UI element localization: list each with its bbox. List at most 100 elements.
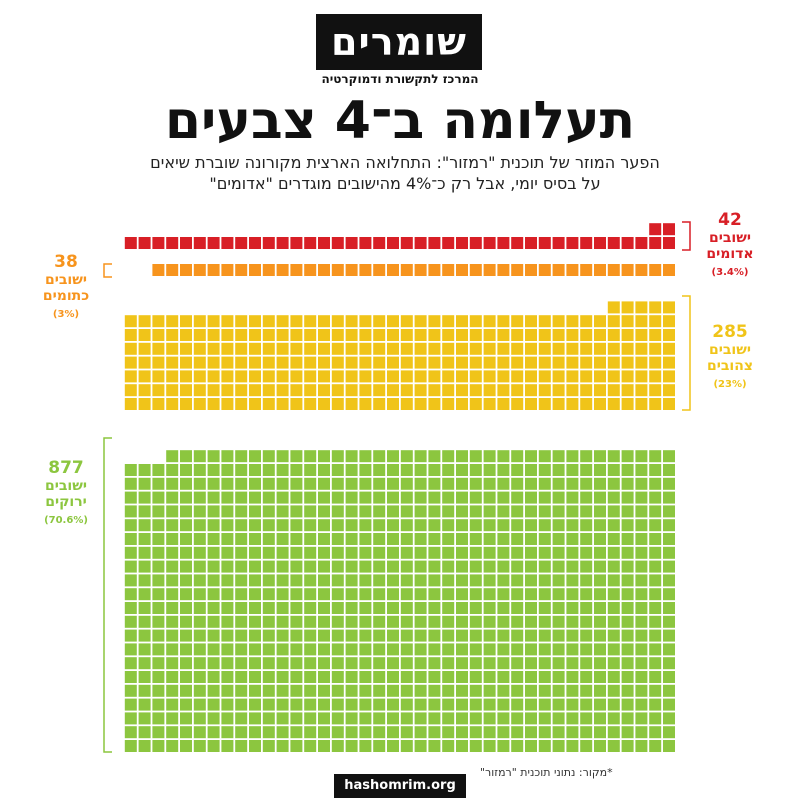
waffle-cell-green (594, 519, 606, 532)
waffle-cell-yellow (621, 356, 634, 369)
waffle-cell-green (525, 519, 537, 532)
waffle-cell-red (166, 237, 179, 249)
waffle-cell-green (345, 671, 358, 683)
waffle-cell-yellow (607, 384, 620, 397)
waffle-cell-yellow (387, 315, 399, 328)
waffle-cell-yellow (580, 370, 593, 383)
waffle-cell-green (331, 464, 344, 476)
waffle-cell-green (566, 629, 579, 642)
waffle-cell-green (663, 450, 675, 463)
waffle-cell-orange (235, 264, 248, 276)
waffle-cell-green (345, 450, 358, 463)
waffle-cell-green (180, 546, 192, 559)
waffle-cell-green (207, 533, 220, 545)
waffle-cell-green (400, 533, 413, 545)
footer-url[interactable]: hashomrim.org (334, 774, 466, 798)
waffle-cell-yellow (580, 398, 593, 410)
waffle-cell-green (193, 477, 206, 490)
waffle-cell-green (193, 505, 206, 518)
waffle-cell-yellow (152, 315, 165, 328)
waffle-cell-yellow (607, 398, 620, 410)
waffle-cell-green (566, 740, 579, 752)
waffle-cell-red (221, 237, 234, 249)
waffle-cell-green (124, 740, 137, 752)
waffle-cell-green (318, 712, 330, 725)
waffle-cell-green (359, 726, 372, 739)
waffle-cell-green (635, 574, 648, 587)
waffle-cell-yellow (262, 370, 275, 383)
waffle-cell-green (511, 491, 524, 504)
waffle-cell-green (552, 684, 565, 697)
waffle-cell-yellow (221, 356, 234, 369)
waffle-cell-green (525, 477, 537, 490)
waffle-cell-green (152, 643, 165, 656)
waffle-cell-green (124, 588, 137, 601)
waffle-cell-yellow (180, 315, 192, 328)
waffle-cell-green (249, 602, 261, 614)
waffle-cell-green (235, 698, 248, 711)
waffle-cell-green (511, 464, 524, 476)
waffle-cell-green (580, 615, 593, 628)
waffle-cell-green (290, 671, 303, 683)
waffle-cell-green (635, 519, 648, 532)
waffle-cell-green (387, 560, 399, 573)
waffle-cell-green (318, 629, 330, 642)
bracket-yellow (682, 295, 691, 411)
waffle-cell-yellow (525, 384, 537, 397)
waffle-cell-yellow (428, 342, 441, 355)
waffle-cell-green (511, 574, 524, 587)
waffle-cell-green (497, 671, 510, 683)
waffle-cell-orange (318, 264, 330, 276)
waffle-cell-green (621, 657, 634, 670)
waffle-cell-green (166, 712, 179, 725)
waffle-cell-green (635, 615, 648, 628)
waffle-cell-green (124, 602, 137, 614)
waffle-cell-green (442, 546, 455, 559)
waffle-cell-green (124, 533, 137, 545)
waffle-cell-green (304, 602, 317, 614)
waffle-cell-green (469, 740, 482, 752)
waffle-cell-green (456, 505, 468, 518)
waffle-cell-green (331, 491, 344, 504)
waffle-cell-green (469, 464, 482, 476)
waffle-cell-green (138, 726, 151, 739)
waffle-cell-green (580, 519, 593, 532)
waffle-cell-green (276, 602, 289, 614)
waffle-cell-green (456, 450, 468, 463)
waffle-cell-yellow (442, 398, 455, 410)
bracket-green (103, 437, 112, 753)
waffle-cell-green (552, 505, 565, 518)
yellow-label-line1: ישובים (709, 342, 751, 358)
waffle-cell-orange (193, 264, 206, 276)
waffle-cell-green (138, 505, 151, 518)
waffle-cell-yellow (428, 315, 441, 328)
waffle-cell-green (152, 657, 165, 670)
waffle-cell-green (497, 505, 510, 518)
waffle-cell-green (635, 684, 648, 697)
waffle-cell-green (497, 574, 510, 587)
waffle-cell-green (483, 684, 496, 697)
waffle-cell-green (221, 643, 234, 656)
waffle-cell-green (566, 657, 579, 670)
waffle-cell-yellow (373, 315, 386, 328)
waffle-cell-green (166, 533, 179, 545)
waffle-cell-green (428, 740, 441, 752)
waffle-cell-green (456, 588, 468, 601)
waffle-cell-green (497, 726, 510, 739)
waffle-cell-green (152, 726, 165, 739)
waffle-cell-red (414, 237, 427, 249)
waffle-cell-green (152, 684, 165, 697)
waffle-cell-green (442, 450, 455, 463)
waffle-cell-yellow (331, 356, 344, 369)
waffle-cell-green (207, 671, 220, 683)
waffle-cell-green (359, 533, 372, 545)
waffle-cell-green (345, 684, 358, 697)
waffle-cell-orange (345, 264, 358, 276)
waffle-cell-green (607, 519, 620, 532)
waffle-cell-green (456, 533, 468, 545)
waffle-cell-orange (262, 264, 275, 276)
waffle-cell-green (345, 615, 358, 628)
waffle-cell-green (387, 519, 399, 532)
waffle-cell-yellow (414, 356, 427, 369)
waffle-cell-green (345, 519, 358, 532)
